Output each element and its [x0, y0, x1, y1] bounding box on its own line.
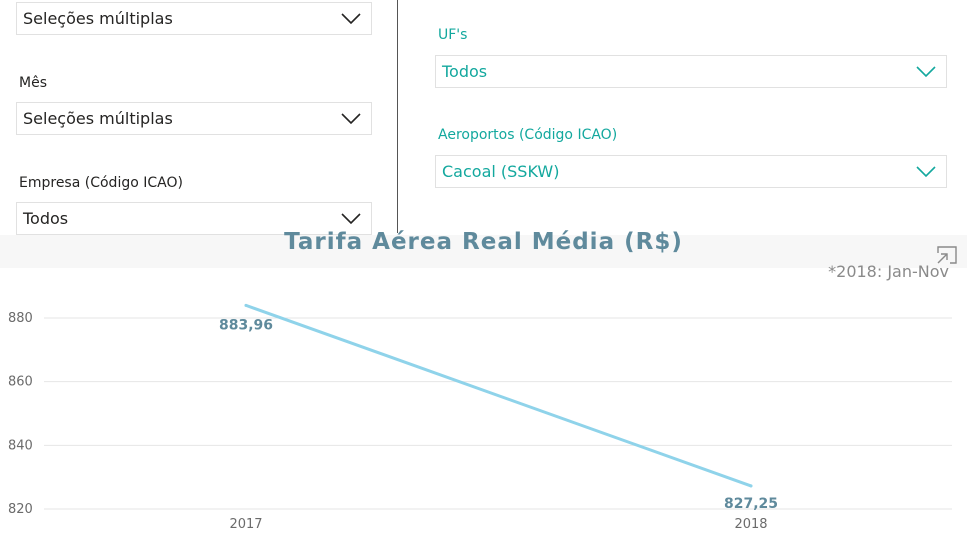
- chevron-down-icon: [341, 12, 361, 24]
- chart-subtitle: *2018: Jan-Nov: [828, 262, 949, 281]
- line-chart: 820 840 860 880 2017 2018 883,96 827,25: [8, 303, 952, 532]
- y-tick-label: 840: [8, 438, 33, 453]
- x-tick-label: 2017: [229, 517, 262, 532]
- series-line: [244, 303, 753, 488]
- mes-dropdown-value: Seleções múltiplas: [23, 109, 173, 128]
- chart-header-band: [0, 235, 967, 268]
- mes-label: Mês: [19, 75, 47, 91]
- chevron-down-icon: [916, 65, 936, 77]
- x-tick-label: 2018: [734, 517, 767, 532]
- top-left-dropdown[interactable]: Seleções múltiplas: [16, 2, 372, 35]
- ufs-label: UF's: [438, 27, 468, 43]
- data-label: 883,96: [219, 317, 273, 333]
- ufs-dropdown-value: Todos: [442, 62, 488, 81]
- y-tick-label: 860: [8, 375, 33, 390]
- aeroportos-dropdown[interactable]: Cacoal (SSKW): [435, 155, 947, 188]
- chevron-down-icon: [341, 212, 361, 224]
- empresa-dropdown[interactable]: Todos: [16, 202, 372, 235]
- y-tick-label: 820: [8, 502, 33, 517]
- ufs-dropdown[interactable]: Todos: [435, 55, 947, 88]
- chart-title: Tarifa Aérea Real Média (R$): [284, 229, 683, 255]
- top-left-dropdown-value: Seleções múltiplas: [23, 9, 173, 28]
- aeroportos-dropdown-value: Cacoal (SSKW): [442, 162, 560, 181]
- panel-divider: [397, 0, 398, 233]
- data-point: [244, 303, 248, 307]
- empresa-dropdown-value: Todos: [23, 209, 69, 228]
- data-label: 827,25: [724, 496, 778, 512]
- aeroportos-label: Aeroportos (Código ICAO): [438, 127, 618, 143]
- data-point: [749, 484, 753, 488]
- empresa-label: Empresa (Código ICAO): [19, 175, 183, 191]
- chevron-down-icon: [341, 112, 361, 124]
- focus-mode-icon[interactable]: [937, 246, 957, 264]
- mes-dropdown[interactable]: Seleções múltiplas: [16, 102, 372, 135]
- y-tick-label: 880: [8, 311, 33, 326]
- chevron-down-icon: [916, 165, 936, 177]
